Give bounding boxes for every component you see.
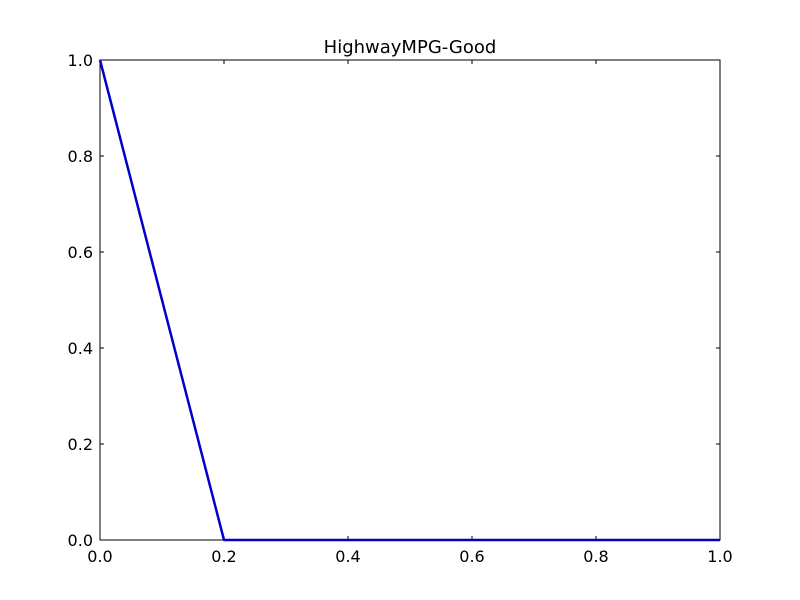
- y-tick-labels: 0.0 0.2 0.4 0.6 0.8 1.0: [68, 51, 93, 550]
- x-tick-label: 0.4: [335, 547, 360, 566]
- x-tick-label: 1.0: [707, 547, 732, 566]
- y-tick-label: 1.0: [68, 51, 93, 70]
- y-tick-label: 0.2: [68, 435, 93, 454]
- plot-area: [98, 59, 721, 542]
- x-tick-label: 0.8: [583, 547, 608, 566]
- x-tick-labels: 0.0 0.2 0.4 0.6 0.8 1.0: [87, 547, 732, 566]
- x-tick-label: 0.2: [211, 547, 236, 566]
- y-tick-label: 0.6: [68, 243, 93, 262]
- series-lines: [98, 59, 720, 542]
- x-tick-label: 0.6: [459, 547, 484, 566]
- chart-title: HighwayMPG-Good: [324, 37, 497, 58]
- y-tick-label: 0.4: [68, 339, 93, 358]
- plot-frame: [99, 59, 721, 541]
- x-tick-label: 0.0: [87, 547, 112, 566]
- y-tick-label: 0.0: [68, 531, 93, 550]
- series-line: [98, 59, 720, 542]
- y-tick-label: 0.8: [68, 147, 93, 166]
